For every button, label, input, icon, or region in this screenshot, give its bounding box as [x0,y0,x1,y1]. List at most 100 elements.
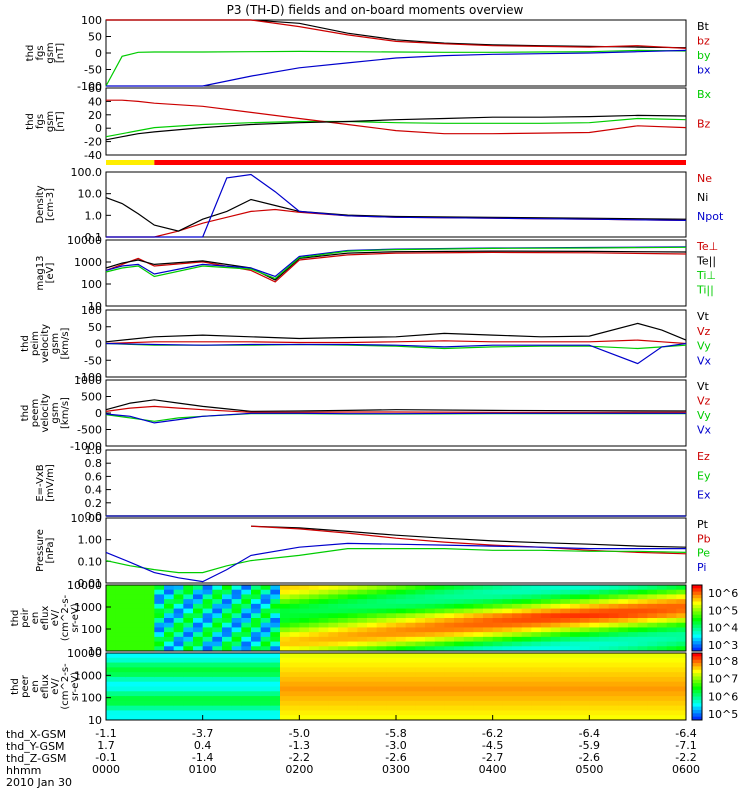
spectrogram-cell [647,705,658,711]
spectrogram-cell [492,599,503,605]
spectrogram-cell [173,594,184,600]
spectrogram-cell [550,585,561,591]
spectrogram-cell [212,662,223,668]
time-tick-label: 0300 [382,763,410,776]
spectrogram-cell [492,627,503,633]
spectrogram-cell [492,715,503,721]
colorbar-cell [692,703,702,708]
spectrogram-cell [357,585,368,591]
spectrogram-cell [473,667,484,673]
spectrogram-cell [512,710,523,716]
spectrogram-cell [367,622,378,628]
colorbar-label: 10^5 [708,708,738,721]
spectrogram-cell [347,585,358,591]
spectrogram-cell [241,636,252,643]
y-tick-label: 0 [95,122,102,135]
spectrogram-cell [618,641,629,647]
spectrogram-cell [676,603,687,610]
spectrogram-cell [608,662,619,668]
spectrogram-cell [454,608,465,614]
spectrogram-cell [309,676,320,683]
spectrogram-cell [589,662,600,668]
spectrogram-cell [473,599,484,605]
spectrogram-cell [231,627,242,633]
spectrogram-cell [202,632,213,638]
spectrogram-cell [154,589,165,595]
spectrogram-cell [396,599,407,605]
spectrogram-cell [251,715,262,721]
spectrogram-cell [270,662,281,668]
spectrogram-cell [492,653,503,659]
spectrogram-cell [386,700,397,707]
colorbar-cell [692,614,702,619]
spectrogram-cell [376,676,387,683]
spectrogram-cell [222,667,233,673]
series-line [105,412,686,424]
spectrogram-cell [260,599,271,605]
z-gsm-tick-label: -2.7 [482,751,503,764]
spectrogram-cell [193,618,204,624]
spectrogram-cell [579,710,590,716]
spectrogram-cell [135,672,146,678]
spectrogram-cell [222,589,233,595]
spectrogram-cell [521,681,532,687]
y-axis-label: [nPa] [45,537,56,563]
spectrogram-cell [386,608,397,614]
spectrogram-cell [434,603,445,610]
spectrogram-cell [222,715,233,721]
spectrogram-cell [676,618,687,624]
spectrogram-cell [483,608,494,614]
spectrogram-cell [463,705,474,711]
spectrogram-cell [444,613,455,619]
spectrogram-cell [338,622,349,628]
spectrogram-cell [106,705,117,711]
spectrogram-cell [260,700,271,707]
spectrogram-cell [347,608,358,614]
legend-entry: Pb [697,532,711,545]
legend-entry: Te⊥ [696,240,718,253]
spectrogram-cell [289,696,300,702]
spectrogram-cell [338,618,349,624]
spectrogram-cell [405,676,416,683]
spectrogram-cell [231,622,242,628]
spectrogram-cell [154,667,165,673]
spectrogram-cell [318,691,329,697]
spectrogram-cell [657,667,668,673]
legend-entry: Vt [697,310,710,323]
spectrogram-cell [222,672,233,678]
spectrogram-cell [618,585,629,591]
spectrogram-cell [328,672,339,678]
spectrogram-cell [251,641,262,647]
spectrogram-cell [299,653,310,659]
spectrogram-cell [657,599,668,605]
spectrogram-cell [425,657,436,664]
spectrogram-cell [415,700,426,707]
spectrogram-cell [531,696,542,702]
spectrogram-cell [579,599,590,605]
spectrogram-cell [618,676,629,683]
spectrogram-cell [599,589,610,595]
x-gsm-tick-label: -6.4 [675,727,696,740]
spectrogram-cell [502,603,513,610]
spectrogram-cell [212,681,223,687]
spectrogram-cell [386,691,397,697]
spectrogram-cell [599,622,610,628]
spectrogram-cell [164,667,175,673]
spectrogram-cell [241,627,252,633]
spectrogram-cell [241,715,252,721]
spectrogram-cell [193,627,204,633]
y-tick-label: 1000 [74,669,102,682]
spectrogram-cell [454,618,465,624]
spectrogram-cell [231,676,242,683]
spectrogram-cell [454,662,465,668]
spectrogram-cell [115,608,126,614]
spectrogram-cell [241,585,252,591]
spectrogram-cell [251,585,262,591]
spectrogram-cell [415,622,426,628]
spectrogram-cell [347,705,358,711]
spectrogram-cell [666,653,677,659]
spectrogram-cell [280,589,291,595]
spectrogram-cell [202,613,213,619]
spectrogram-cell [425,691,436,697]
spectrogram-cell [367,599,378,605]
